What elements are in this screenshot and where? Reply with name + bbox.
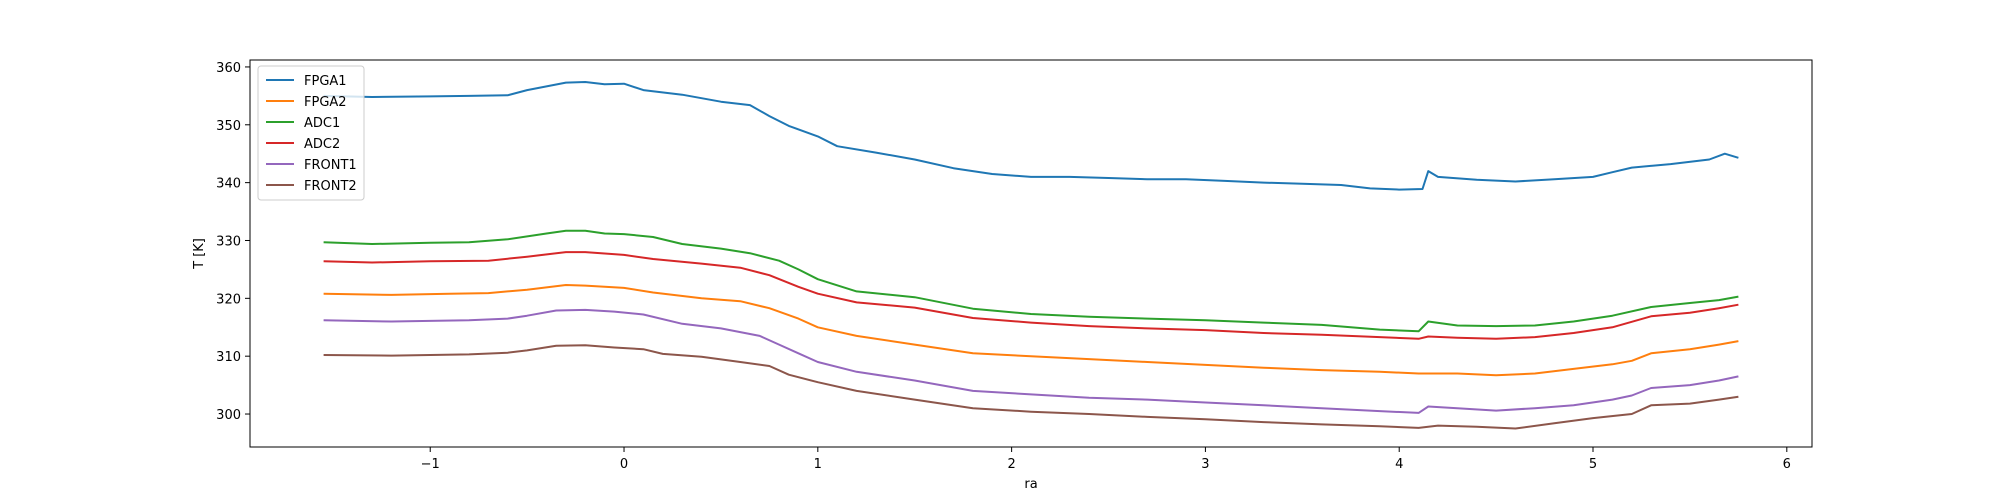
y-tick-label: 330 — [216, 234, 241, 249]
legend-label: ADC1 — [304, 116, 340, 131]
x-tick-label: 0 — [620, 457, 628, 472]
x-tick-label: 2 — [1007, 457, 1015, 472]
series-layer — [323, 81, 1739, 430]
series-line-fpga1 — [323, 81, 1739, 191]
axes-frame — [249, 59, 1813, 448]
series-line-fpga2 — [323, 284, 1739, 377]
legend-label: FRONT1 — [304, 158, 357, 173]
plot-area — [249, 59, 1813, 448]
series-line-adc2 — [323, 251, 1739, 340]
legend-label: FPGA2 — [304, 95, 347, 110]
x-tick-label: 6 — [1783, 457, 1791, 472]
series-line-adc1 — [323, 229, 1739, 333]
y-tick-label: 310 — [216, 350, 241, 365]
x-tick-label: 1 — [814, 457, 822, 472]
x-axis-label: ra — [1024, 477, 1037, 492]
y-tick-label: 350 — [216, 119, 241, 134]
legend: FPGA1 FPGA2 ADC1 ADC2 FRONT1 FRONT2 — [257, 65, 365, 201]
x-tick-label: 5 — [1589, 457, 1597, 472]
legend-label: ADC2 — [304, 137, 340, 152]
y-tick-label: 300 — [216, 408, 241, 423]
y-tick-label: 340 — [216, 177, 241, 192]
x-tick-label: −1 — [421, 457, 440, 472]
x-tick-label: 4 — [1395, 457, 1403, 472]
legend-box — [257, 65, 365, 201]
legend-label: FPGA1 — [304, 74, 347, 89]
y-axis-label: T [K] — [192, 238, 207, 270]
x-axis: −1 0 1 2 3 4 5 6 — [421, 447, 1791, 472]
y-tick-label: 360 — [216, 61, 241, 76]
series-line-front1 — [323, 308, 1739, 414]
series-line-front2 — [323, 344, 1739, 430]
y-axis: 300 310 320 330 340 350 360 — [216, 61, 250, 423]
x-tick-label: 3 — [1201, 457, 1209, 472]
legend-label: FRONT2 — [304, 179, 357, 194]
y-tick-label: 320 — [216, 292, 241, 307]
